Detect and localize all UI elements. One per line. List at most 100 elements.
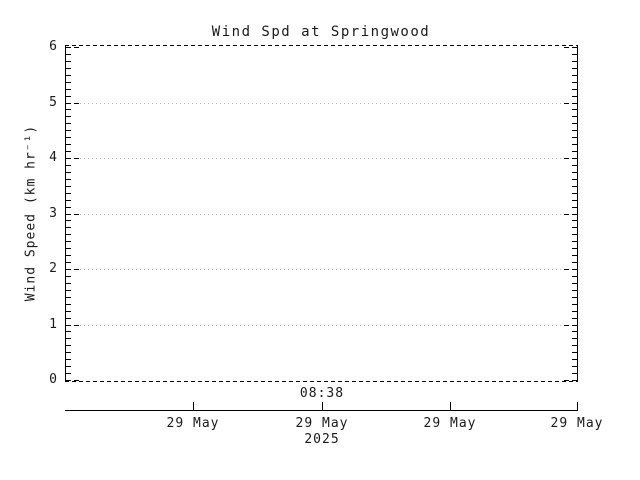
y-minor-tick-left	[66, 359, 71, 360]
y-minor-tick-right	[572, 290, 577, 291]
y-minor-tick-left	[66, 241, 71, 242]
y-major-tick-right	[564, 214, 577, 215]
y-minor-tick-right	[572, 283, 577, 284]
time-axis-tick	[450, 402, 451, 410]
y-minor-tick-right	[572, 193, 577, 194]
y-minor-tick-left	[66, 318, 71, 319]
y-minor-tick-right	[572, 359, 577, 360]
y-minor-tick-right	[572, 165, 577, 166]
y-minor-tick-left	[66, 234, 71, 235]
y-minor-tick-left	[66, 75, 71, 76]
y-minor-tick-left	[66, 290, 71, 291]
y-minor-tick-right	[572, 68, 577, 69]
time-axis-tick	[193, 402, 194, 410]
y-minor-tick-right	[572, 75, 577, 76]
y-minor-tick-right	[572, 220, 577, 221]
y-minor-tick-left	[66, 227, 71, 228]
y-minor-tick-right	[572, 276, 577, 277]
y-tick-label: 5	[49, 95, 57, 110]
chart-title: Wind Spd at Springwood	[211, 24, 431, 40]
y-major-tick-right	[564, 103, 577, 104]
y-minor-tick-right	[572, 366, 577, 367]
y-gridline	[80, 269, 563, 270]
y-major-tick-left	[66, 325, 79, 326]
y-major-tick-left	[66, 214, 79, 215]
y-minor-tick-right	[572, 304, 577, 305]
y-tick-label: 0	[49, 372, 57, 387]
y-minor-tick-right	[572, 248, 577, 249]
y-minor-tick-left	[66, 89, 71, 90]
y-minor-tick-left	[66, 248, 71, 249]
y-minor-tick-right	[572, 144, 577, 145]
y-major-tick-left	[66, 158, 79, 159]
time-axis-tick	[322, 402, 323, 410]
y-tick-label: 1	[49, 317, 57, 332]
y-tick-label: 4	[49, 150, 57, 165]
y-gridline	[80, 103, 563, 104]
y-minor-tick-right	[572, 82, 577, 83]
y-minor-tick-right	[572, 151, 577, 152]
y-minor-tick-left	[66, 276, 71, 277]
y-minor-tick-right	[572, 297, 577, 298]
y-major-tick-right	[564, 158, 577, 159]
y-minor-tick-left	[66, 151, 71, 152]
y-minor-tick-right	[572, 200, 577, 201]
y-tick-label: 3	[49, 206, 57, 221]
y-minor-tick-left	[66, 338, 71, 339]
y-minor-tick-right	[572, 255, 577, 256]
y-minor-tick-left	[66, 165, 71, 166]
y-axis-right	[577, 45, 578, 382]
y-tick-label: 6	[49, 39, 57, 54]
y-minor-tick-left	[66, 96, 71, 97]
y-minor-tick-left	[66, 61, 71, 62]
y-minor-tick-right	[572, 345, 577, 346]
y-minor-tick-left	[66, 304, 71, 305]
y-minor-tick-left	[66, 207, 71, 208]
y-axis-left	[65, 45, 66, 382]
y-minor-tick-left	[66, 366, 71, 367]
y-minor-tick-left	[66, 262, 71, 263]
y-minor-tick-right	[572, 54, 577, 55]
year-label: 2025	[304, 432, 340, 447]
y-major-tick-left	[66, 103, 79, 104]
y-major-tick-left	[66, 380, 79, 381]
y-minor-tick-right	[572, 352, 577, 353]
time-axis-tick	[577, 402, 578, 410]
y-minor-tick-right	[572, 186, 577, 187]
y-minor-tick-right	[572, 331, 577, 332]
y-minor-tick-right	[572, 89, 577, 90]
y-minor-tick-left	[66, 220, 71, 221]
y-minor-tick-left	[66, 200, 71, 201]
y-minor-tick-right	[572, 207, 577, 208]
y-minor-tick-right	[572, 311, 577, 312]
time-axis	[65, 410, 578, 411]
y-gridline	[80, 158, 563, 159]
y-major-tick-right	[564, 47, 577, 48]
y-minor-tick-right	[572, 373, 577, 374]
y-minor-tick-left	[66, 255, 71, 256]
y-minor-tick-left	[66, 283, 71, 284]
y-minor-tick-right	[572, 123, 577, 124]
time-tick-label: 29 May	[166, 416, 220, 431]
y-minor-tick-right	[572, 172, 577, 173]
y-minor-tick-left	[66, 109, 71, 110]
y-minor-tick-left	[66, 311, 71, 312]
y-minor-tick-left	[66, 82, 71, 83]
y-tick-label: 2	[49, 261, 57, 276]
y-minor-tick-left	[66, 144, 71, 145]
y-minor-tick-right	[572, 318, 577, 319]
y-minor-tick-left	[66, 68, 71, 69]
y-minor-tick-left	[66, 345, 71, 346]
y-minor-tick-right	[572, 130, 577, 131]
y-minor-tick-left	[66, 137, 71, 138]
y-major-tick-right	[564, 380, 577, 381]
y-minor-tick-right	[572, 338, 577, 339]
time-annotation: 08:38	[299, 386, 345, 401]
y-minor-tick-left	[66, 193, 71, 194]
y-major-tick-right	[564, 269, 577, 270]
y-gridline	[80, 325, 563, 326]
y-minor-tick-left	[66, 116, 71, 117]
y-minor-tick-right	[572, 241, 577, 242]
plot-border-top	[65, 45, 578, 46]
y-minor-tick-right	[572, 179, 577, 180]
